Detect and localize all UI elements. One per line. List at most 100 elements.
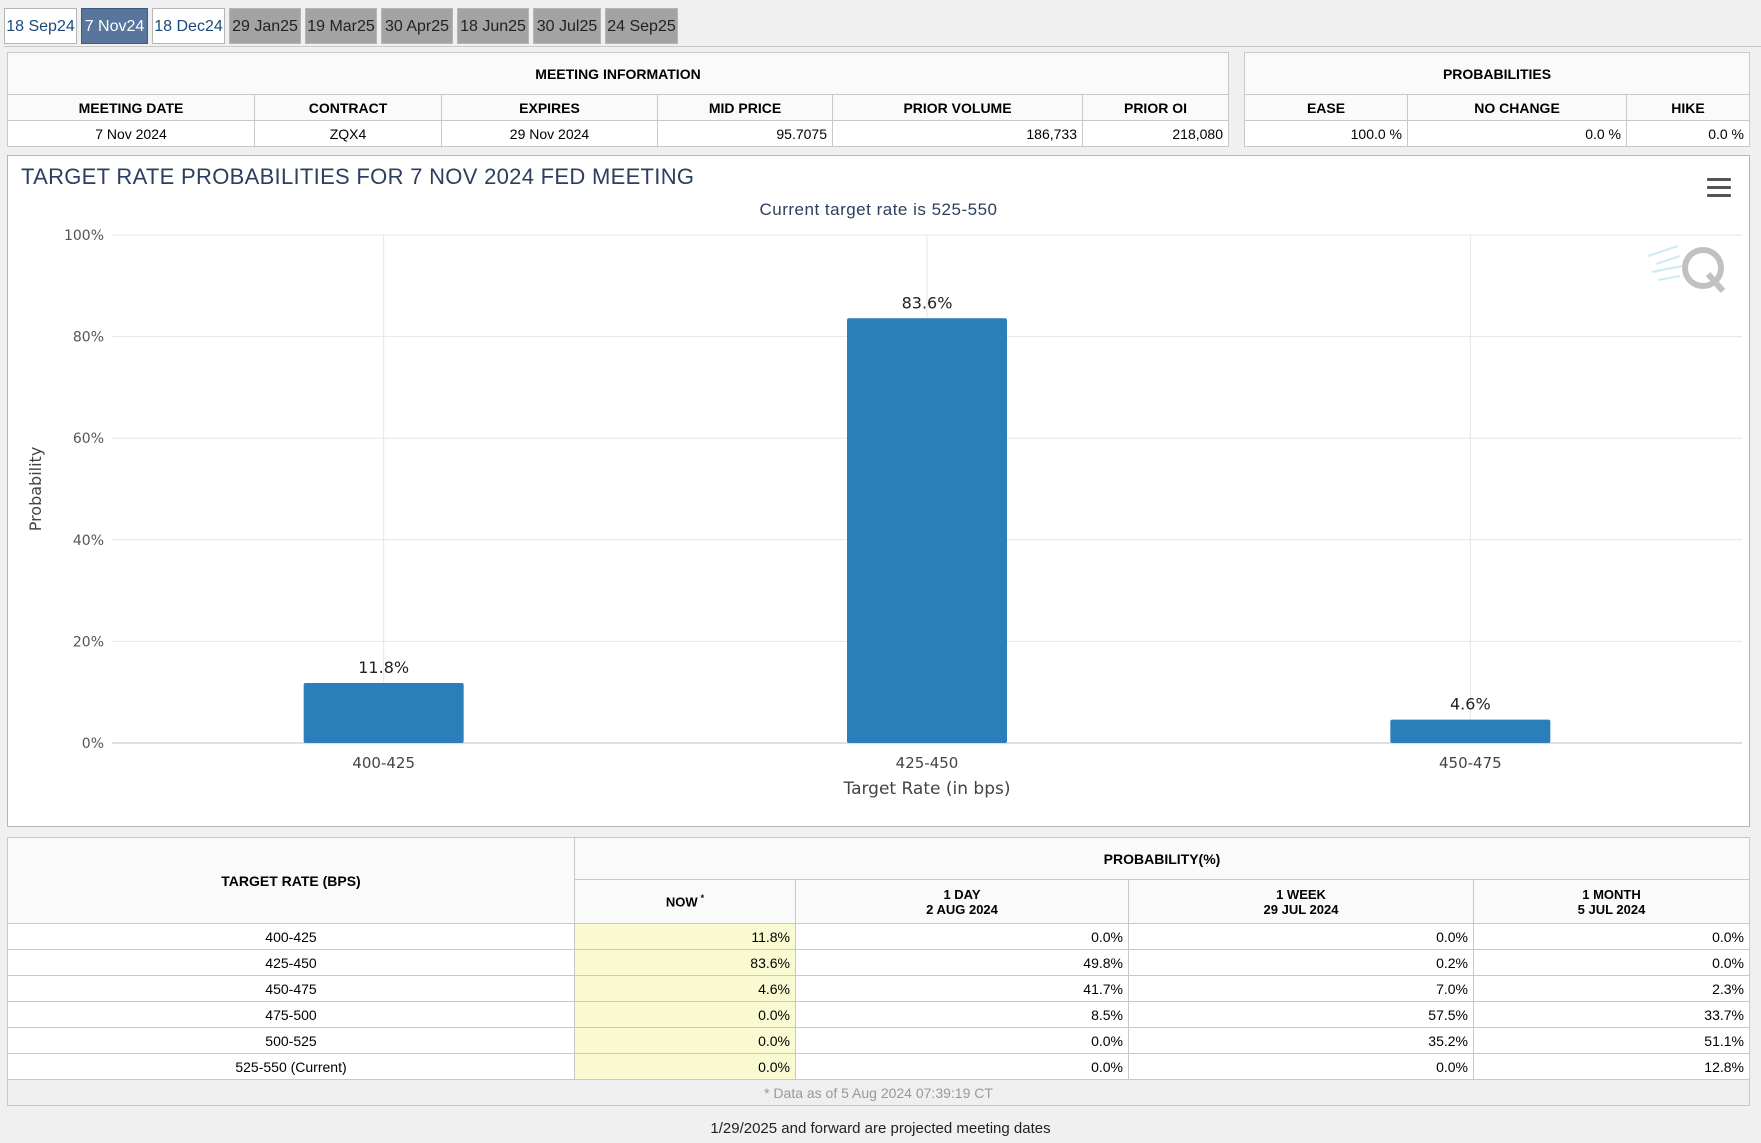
probability-cell: 12.8% bbox=[1473, 1053, 1750, 1080]
ease-value: 100.0 % bbox=[1244, 120, 1408, 147]
table-row: 500-525 0.0% 0.0% 35.2% 51.1% bbox=[7, 1027, 1750, 1054]
tab-meeting-4[interactable]: 19 Mar25 bbox=[305, 8, 377, 44]
prob-column-header: 1 WEEK 29 JUL 2024 bbox=[1128, 879, 1474, 924]
target-rate-cell: 525-550 (Current) bbox=[7, 1053, 575, 1080]
bar-value-label: 11.8% bbox=[358, 658, 409, 677]
tab-meeting-5[interactable]: 30 Apr25 bbox=[381, 8, 453, 44]
column-header-date: 29 JUL 2024 bbox=[1263, 901, 1339, 917]
meeting-date-header: MEETING DATE bbox=[7, 94, 255, 121]
x-tick-label: 450-475 bbox=[1439, 754, 1502, 772]
probabilities-table: PROBABILITIES EASE NO CHANGE HIKE 100.0 … bbox=[1244, 52, 1750, 147]
column-header-date: 5 JUL 2024 bbox=[1577, 901, 1646, 917]
target-rate-cell: 400-425 bbox=[7, 923, 575, 950]
y-tick-label: 100% bbox=[64, 228, 104, 244]
probability-cell: 0.0% bbox=[1473, 923, 1750, 950]
prior-oi-value: 218,080 bbox=[1082, 120, 1229, 147]
meeting-info-title: MEETING INFORMATION bbox=[7, 52, 1229, 95]
probability-cell: 0.0% bbox=[795, 1053, 1129, 1080]
tab-meeting-7[interactable]: 30 Jul25 bbox=[533, 8, 601, 44]
meeting-tabs: 18 Sep24 7 Nov24 18 Dec24 29 Jan25 19 Mar25 3… bbox=[4, 8, 1761, 47]
probability-cell: 0.0% bbox=[795, 923, 1129, 950]
table-row: 475-500 0.0% 8.5% 57.5% 33.7% bbox=[7, 1001, 1750, 1028]
probability-table: TARGET RATE (BPS) PROBABILITY(%) NOW * 1 D… bbox=[7, 837, 1750, 1106]
table-row: 400-425 11.8% 0.0% 0.0% 0.0% bbox=[7, 923, 1750, 950]
bar-value-label: 4.6% bbox=[1450, 695, 1491, 714]
table-row: 425-450 83.6% 49.8% 0.2% 0.0% bbox=[7, 949, 1750, 976]
table-row: 525-550 (Current) 0.0% 0.0% 0.0% 12.8% bbox=[7, 1053, 1750, 1080]
meeting-date-value: 7 Nov 2024 bbox=[7, 120, 255, 147]
hamburger-menu-icon[interactable] bbox=[1707, 178, 1731, 198]
tab-meeting-6[interactable]: 18 Jun25 bbox=[457, 8, 529, 44]
column-header-label: 1 MONTH bbox=[1582, 886, 1641, 902]
now-footnote-marker: * bbox=[700, 893, 705, 904]
tab-meeting-8[interactable]: 24 Sep25 bbox=[605, 8, 678, 44]
y-tick-label: 80% bbox=[73, 330, 104, 346]
expires-value: 29 Nov 2024 bbox=[441, 120, 658, 147]
mid-price-value: 95.7075 bbox=[657, 120, 833, 147]
chart-title: TARGET RATE PROBABILITIES FOR 7 NOV 2024… bbox=[21, 164, 695, 189]
y-tick-label: 20% bbox=[73, 634, 104, 650]
y-tick-label: 60% bbox=[73, 431, 104, 447]
meeting-info-table: MEETING INFORMATION MEETING DATE CONTRAC… bbox=[7, 52, 1229, 147]
probability-cell: 0.0% bbox=[795, 1027, 1129, 1054]
hike-header: HIKE bbox=[1626, 94, 1750, 121]
now-probability-cell: 0.0% bbox=[574, 1053, 796, 1080]
target-rate-header: TARGET RATE (BPS) bbox=[7, 837, 575, 924]
chart-panel: TARGET RATE PROBABILITIES FOR 7 NOV 2024… bbox=[7, 155, 1750, 827]
probability-cell: 0.0% bbox=[1128, 1053, 1474, 1080]
probability-group-header: PROBABILITY(%) bbox=[574, 837, 1750, 880]
now-probability-cell: 83.6% bbox=[574, 949, 796, 976]
probabilities-title: PROBABILITIES bbox=[1244, 52, 1750, 95]
prob-column-header: 1 MONTH 5 JUL 2024 bbox=[1473, 879, 1750, 924]
expires-header: EXPIRES bbox=[441, 94, 658, 121]
no-change-value: 0.0 % bbox=[1407, 120, 1627, 147]
ease-header: EASE bbox=[1244, 94, 1408, 121]
no-change-header: NO CHANGE bbox=[1407, 94, 1627, 121]
column-header-label: NOW bbox=[665, 894, 698, 910]
now-probability-cell: 0.0% bbox=[574, 1001, 796, 1028]
probability-cell: 49.8% bbox=[795, 949, 1129, 976]
y-axis-title: Probability bbox=[26, 447, 45, 532]
contract-value: ZQX4 bbox=[254, 120, 442, 147]
prob-column-header: 1 DAY 2 AUG 2024 bbox=[795, 879, 1129, 924]
now-probability-cell: 0.0% bbox=[574, 1027, 796, 1054]
tab-meeting-0[interactable]: 18 Sep24 bbox=[4, 8, 77, 44]
x-axis-title: Target Rate (in bps) bbox=[843, 779, 1011, 799]
probability-cell: 0.2% bbox=[1128, 949, 1474, 976]
probability-cell: 0.0% bbox=[1128, 923, 1474, 950]
probability-cell: 0.0% bbox=[1473, 949, 1750, 976]
probability-cell: 2.3% bbox=[1473, 975, 1750, 1002]
tab-meeting-2[interactable]: 18 Dec24 bbox=[152, 8, 225, 44]
bar-400-425 bbox=[303, 683, 464, 743]
probability-cell: 51.1% bbox=[1473, 1027, 1750, 1054]
y-tick-label: 0% bbox=[82, 736, 104, 752]
column-header-date: 2 AUG 2024 bbox=[926, 901, 998, 917]
probability-cell: 41.7% bbox=[795, 975, 1129, 1002]
prior-volume-header: PRIOR VOLUME bbox=[832, 94, 1083, 121]
prior-oi-header: PRIOR OI bbox=[1082, 94, 1229, 121]
column-header-label: 1 WEEK bbox=[1276, 886, 1326, 902]
now-probability-cell: 4.6% bbox=[574, 975, 796, 1002]
tab-meeting-3[interactable]: 29 Jan25 bbox=[229, 8, 301, 44]
x-tick-label: 425-450 bbox=[896, 754, 959, 772]
hike-value: 0.0 % bbox=[1626, 120, 1750, 147]
prob-column-header: NOW * bbox=[574, 879, 796, 924]
contract-header: CONTRACT bbox=[254, 94, 442, 121]
bar-450-475 bbox=[1390, 719, 1551, 743]
bar-425-450 bbox=[847, 318, 1007, 743]
target-rate-cell: 425-450 bbox=[7, 949, 575, 976]
probability-cell: 35.2% bbox=[1128, 1027, 1474, 1054]
q-logo-icon bbox=[1647, 245, 1726, 293]
projected-dates-note: 1/29/2025 and forward are projected meet… bbox=[710, 1120, 1051, 1137]
bar-chart: 0% 20% 40% 60% 80% 100% 11.8% 400-425 83.6% 425-4… bbox=[26, 228, 1742, 799]
target-rate-cell: 450-475 bbox=[7, 975, 575, 1002]
mid-price-header: MID PRICE bbox=[657, 94, 833, 121]
target-rate-cell: 475-500 bbox=[7, 1001, 575, 1028]
tab-meeting-1[interactable]: 7 Nov24 bbox=[81, 8, 148, 44]
x-tick-label: 400-425 bbox=[352, 754, 415, 772]
probability-cell: 33.7% bbox=[1473, 1001, 1750, 1028]
probability-cell: 57.5% bbox=[1128, 1001, 1474, 1028]
target-rate-cell: 500-525 bbox=[7, 1027, 575, 1054]
table-row: 450-475 4.6% 41.7% 7.0% 2.3% bbox=[7, 975, 1750, 1002]
y-tick-label: 40% bbox=[73, 533, 104, 549]
